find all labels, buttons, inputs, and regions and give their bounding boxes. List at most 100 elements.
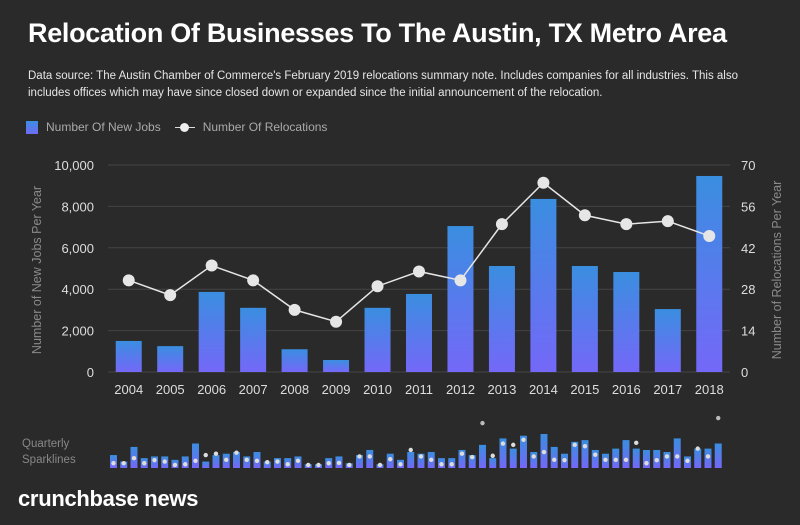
relocation-point-2018 [703,229,716,242]
sparkline-dot [675,454,680,459]
sparkline-bar [489,458,497,468]
sparkline-dot [142,461,147,466]
relocation-point-2004 [122,274,135,287]
bar-2012 [447,226,474,372]
sparkline-dot [357,454,362,459]
y-tick-left: 6,000 [61,241,94,256]
x-tick: 2012 [446,382,475,397]
sparkline-label: Quarterly Sparklines [22,436,76,468]
sparkline-dot [244,457,249,463]
relocation-point-2006 [205,259,218,272]
x-tick: 2018 [695,382,724,397]
bar-2009 [323,359,350,372]
x-tick: 2007 [239,382,268,397]
bar-2011 [406,293,432,372]
sparkline-bar [509,448,517,468]
sparkline-bar [632,448,640,468]
sparkline-dot [224,457,229,463]
bar-2015 [571,266,598,372]
sparkline-dot [500,441,506,446]
sparkline-bar [407,452,415,468]
sparkline-bar [212,455,220,468]
sparkline-dot [131,455,137,461]
x-tick: 2016 [612,382,641,397]
sparkline-bar [499,438,507,468]
y-axis-right-label: Number of Relocations Per Year [770,181,784,360]
bar-2006 [198,291,225,372]
sparkline-bar [673,438,681,468]
bar-2007 [240,307,267,372]
relocation-point-2017 [661,215,674,228]
sparkline-dot [634,440,639,446]
bar-2017 [654,309,681,372]
sparkline-bar [694,448,702,468]
sparkline-dot [521,437,526,442]
sparkline-bar [581,440,589,468]
sparkline-dot [644,461,649,466]
legend-relocations: Number Of Relocations [202,120,328,134]
bar-2014 [530,198,557,372]
sparkline-dot [336,460,342,466]
sparkline-bar [192,443,199,468]
sparkline-dot [275,459,280,464]
bar-2013 [488,266,515,372]
sparkline-dot [695,446,700,451]
sparkline-bar [468,455,476,468]
relocation-point-2014 [537,176,550,189]
brand-logo: crunchbase news [18,486,199,511]
sparkline-dot [470,454,475,460]
y-tick-left: 0 [87,365,94,380]
sparkline-dot [541,449,547,455]
sparkline-dot [685,458,690,464]
sparkline-bar [571,441,579,468]
sparkline-dot [367,454,372,459]
relocation-point-2015 [578,209,591,222]
sparkline-bar [714,443,722,468]
y-tick-left: 2,000 [61,324,94,339]
sparkline-label-line1: Quarterly [22,438,70,450]
sparkline-dot [326,461,331,466]
chart-title: Relocation Of Businesses To The Austin, … [28,18,727,48]
y-tick-left: 4,000 [61,282,94,297]
bar-2005 [157,346,184,372]
sparkline-dot [429,457,434,463]
sparkline-dot [654,457,659,463]
sparkline-dot [388,456,393,462]
sparkline-dot [531,454,536,459]
sparkline-bar [243,456,251,468]
sparkline-dot [511,442,516,448]
y-tick-right: 42 [741,241,755,256]
sparkline-label-line2: Sparklines [22,454,76,466]
sparkline-dot [664,454,670,459]
x-tick: 2004 [114,382,143,397]
sparkline-bar [263,461,271,468]
sparkline-dot [623,457,629,463]
sparkline-dot [162,459,167,464]
y-tick-right: 0 [741,365,748,380]
sparkline-bar [202,461,210,468]
sparkline-dot [593,452,598,457]
x-tick: 2010 [363,382,392,397]
sparkline-dot [552,457,557,463]
sparkline-bar [591,449,599,468]
sparkline-bar [622,440,630,468]
sparkline-dot [490,453,495,458]
sparkline-dot [705,454,711,459]
sparkline-dot [572,442,577,448]
bar-2016 [613,272,640,372]
bar-swatch-icon [26,120,38,134]
sparkline-dot [459,451,465,456]
sparkline-dot [347,462,352,468]
sparkline-dot [582,444,588,449]
sparkline-dot [152,457,157,463]
y-tick-right: 28 [741,282,755,297]
sparkline-dot [716,415,721,421]
y-tick-left: 10,000 [54,158,94,173]
sparkline-dot [121,461,126,466]
y-axis-left-label: Number of New Jobs Per Year [30,186,44,354]
relocation-point-2013 [495,218,508,231]
sparkline-dot [306,462,311,468]
relocation-point-2008 [288,303,301,316]
sparkline-dot [603,457,608,463]
sparkline-dot [439,462,444,467]
